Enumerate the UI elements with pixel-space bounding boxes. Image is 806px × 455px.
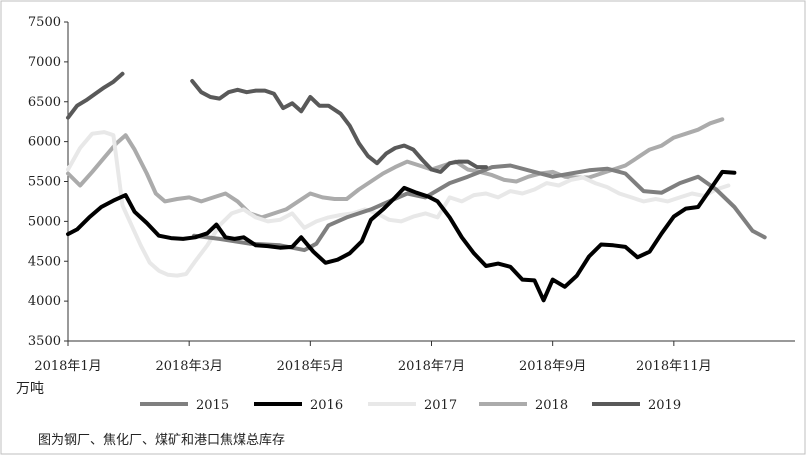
legend-label-2015: 2015 [196, 398, 229, 413]
y-tick-label: 4000 [28, 294, 61, 309]
legend-label-2017: 2017 [424, 398, 457, 413]
legend-label-2019: 2019 [648, 398, 681, 413]
series-lines [66, 71, 767, 303]
legend: 2015 2016 2017 2018 2019 [140, 398, 681, 413]
legend-label-2018: 2018 [535, 398, 568, 413]
series-line-2019-segment-2 [190, 79, 488, 174]
figure-caption: 图为钢厂、焦化厂、煤矿和港口焦煤总库存 [38, 433, 286, 448]
series-line-2018 [66, 117, 725, 220]
y-tick-label: 7500 [28, 15, 61, 30]
x-tick-label: 2018年11月 [636, 359, 712, 374]
y-tick-label: 6000 [28, 135, 61, 150]
y-tick-label: 7000 [28, 55, 61, 70]
y-unit-label: 万吨 [16, 381, 44, 397]
y-tick-label: 4500 [28, 254, 61, 269]
x-tick-label: 2018年3月 [155, 359, 222, 374]
y-tick-label: 3500 [28, 334, 61, 349]
series-line-2017 [66, 130, 731, 278]
x-tick-label: 2018年5月 [277, 359, 344, 374]
y-tick-label: 6500 [28, 95, 61, 110]
y-tick-label: 5500 [28, 175, 61, 190]
x-tick-label: 2018年7月 [398, 359, 465, 374]
legend-label-2016: 2016 [310, 398, 343, 413]
y-tick-label: 5000 [28, 214, 61, 229]
x-tick-label: 2018年9月 [519, 359, 586, 374]
series-line-2019 [66, 71, 125, 120]
series-line-2015 [192, 163, 767, 253]
series-line-2016 [66, 169, 737, 303]
x-tick-label: 2018年1月 [34, 359, 101, 374]
